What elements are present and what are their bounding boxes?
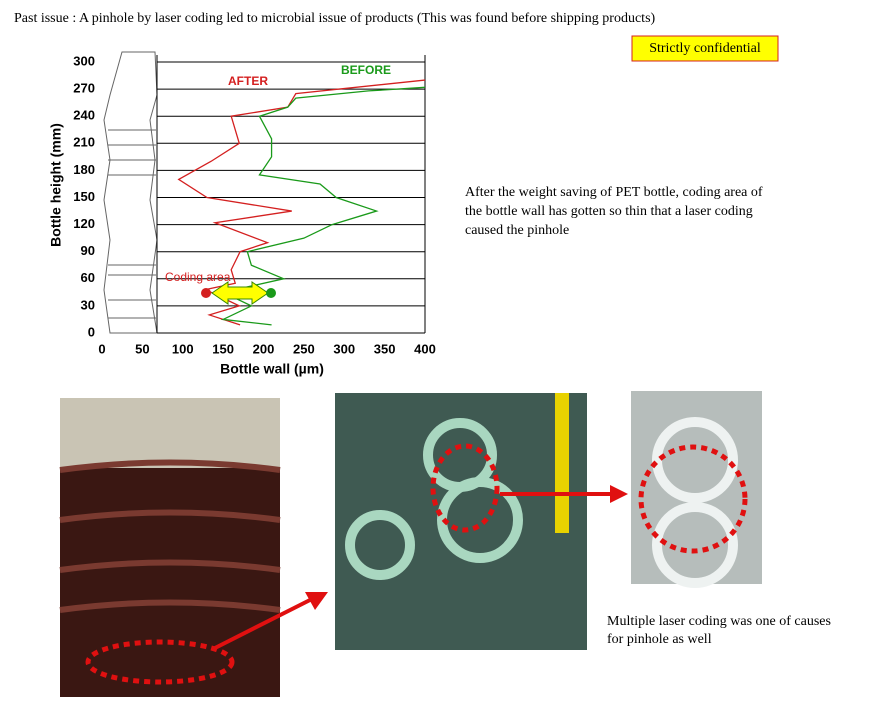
x-tick-label: 150 bbox=[212, 341, 234, 356]
x-tick-label: 250 bbox=[293, 341, 315, 356]
x-tick-label: 400 bbox=[414, 341, 436, 356]
data-line bbox=[177, 79, 426, 326]
y-tick-label: 240 bbox=[73, 108, 95, 123]
microscope-photo bbox=[335, 393, 587, 650]
bottle-sketch bbox=[103, 51, 158, 334]
y-tick-label: 120 bbox=[73, 216, 95, 231]
bottle-photo bbox=[59, 398, 281, 697]
series-label: AFTER bbox=[228, 74, 268, 88]
x-axis-title: Bottle wall (µm) bbox=[220, 361, 324, 377]
y-tick-label: 150 bbox=[73, 189, 95, 204]
before-dot bbox=[266, 288, 276, 298]
x-tick-label: 50 bbox=[135, 341, 149, 356]
x-tick-label: 200 bbox=[253, 341, 275, 356]
after-dot bbox=[201, 288, 211, 298]
x-tick-label: 350 bbox=[374, 341, 396, 356]
x-tick-label: 100 bbox=[172, 341, 194, 356]
note-multiple: Multiple laser coding was one of causes f… bbox=[607, 614, 831, 647]
arrows bbox=[214, 485, 628, 650]
badge-box bbox=[631, 35, 779, 62]
y-tick-label: 300 bbox=[73, 53, 95, 68]
note-thin-wall: After the weight saving of PET bottle, c… bbox=[465, 185, 763, 238]
x-tick-label: 300 bbox=[333, 341, 355, 356]
x-tick-label: 0 bbox=[98, 341, 105, 356]
y-tick-label: 60 bbox=[81, 270, 95, 285]
y-tick-label: 270 bbox=[73, 81, 95, 96]
slide-title: Past issue : A pinhole by laser coding l… bbox=[14, 11, 656, 26]
y-tick-label: 0 bbox=[88, 324, 95, 339]
y-tick-label: 210 bbox=[73, 135, 95, 150]
y-tick-label: 90 bbox=[81, 243, 95, 258]
series-label: BEFORE bbox=[341, 63, 391, 77]
closeup-photo bbox=[631, 391, 762, 588]
y-tick-label: 30 bbox=[81, 297, 95, 312]
y-tick-label: 180 bbox=[73, 162, 95, 177]
y-axis-title: Bottle height (mm) bbox=[48, 123, 64, 247]
annotation: Coding area bbox=[165, 270, 231, 284]
badge: Strictly confidential bbox=[649, 41, 761, 56]
